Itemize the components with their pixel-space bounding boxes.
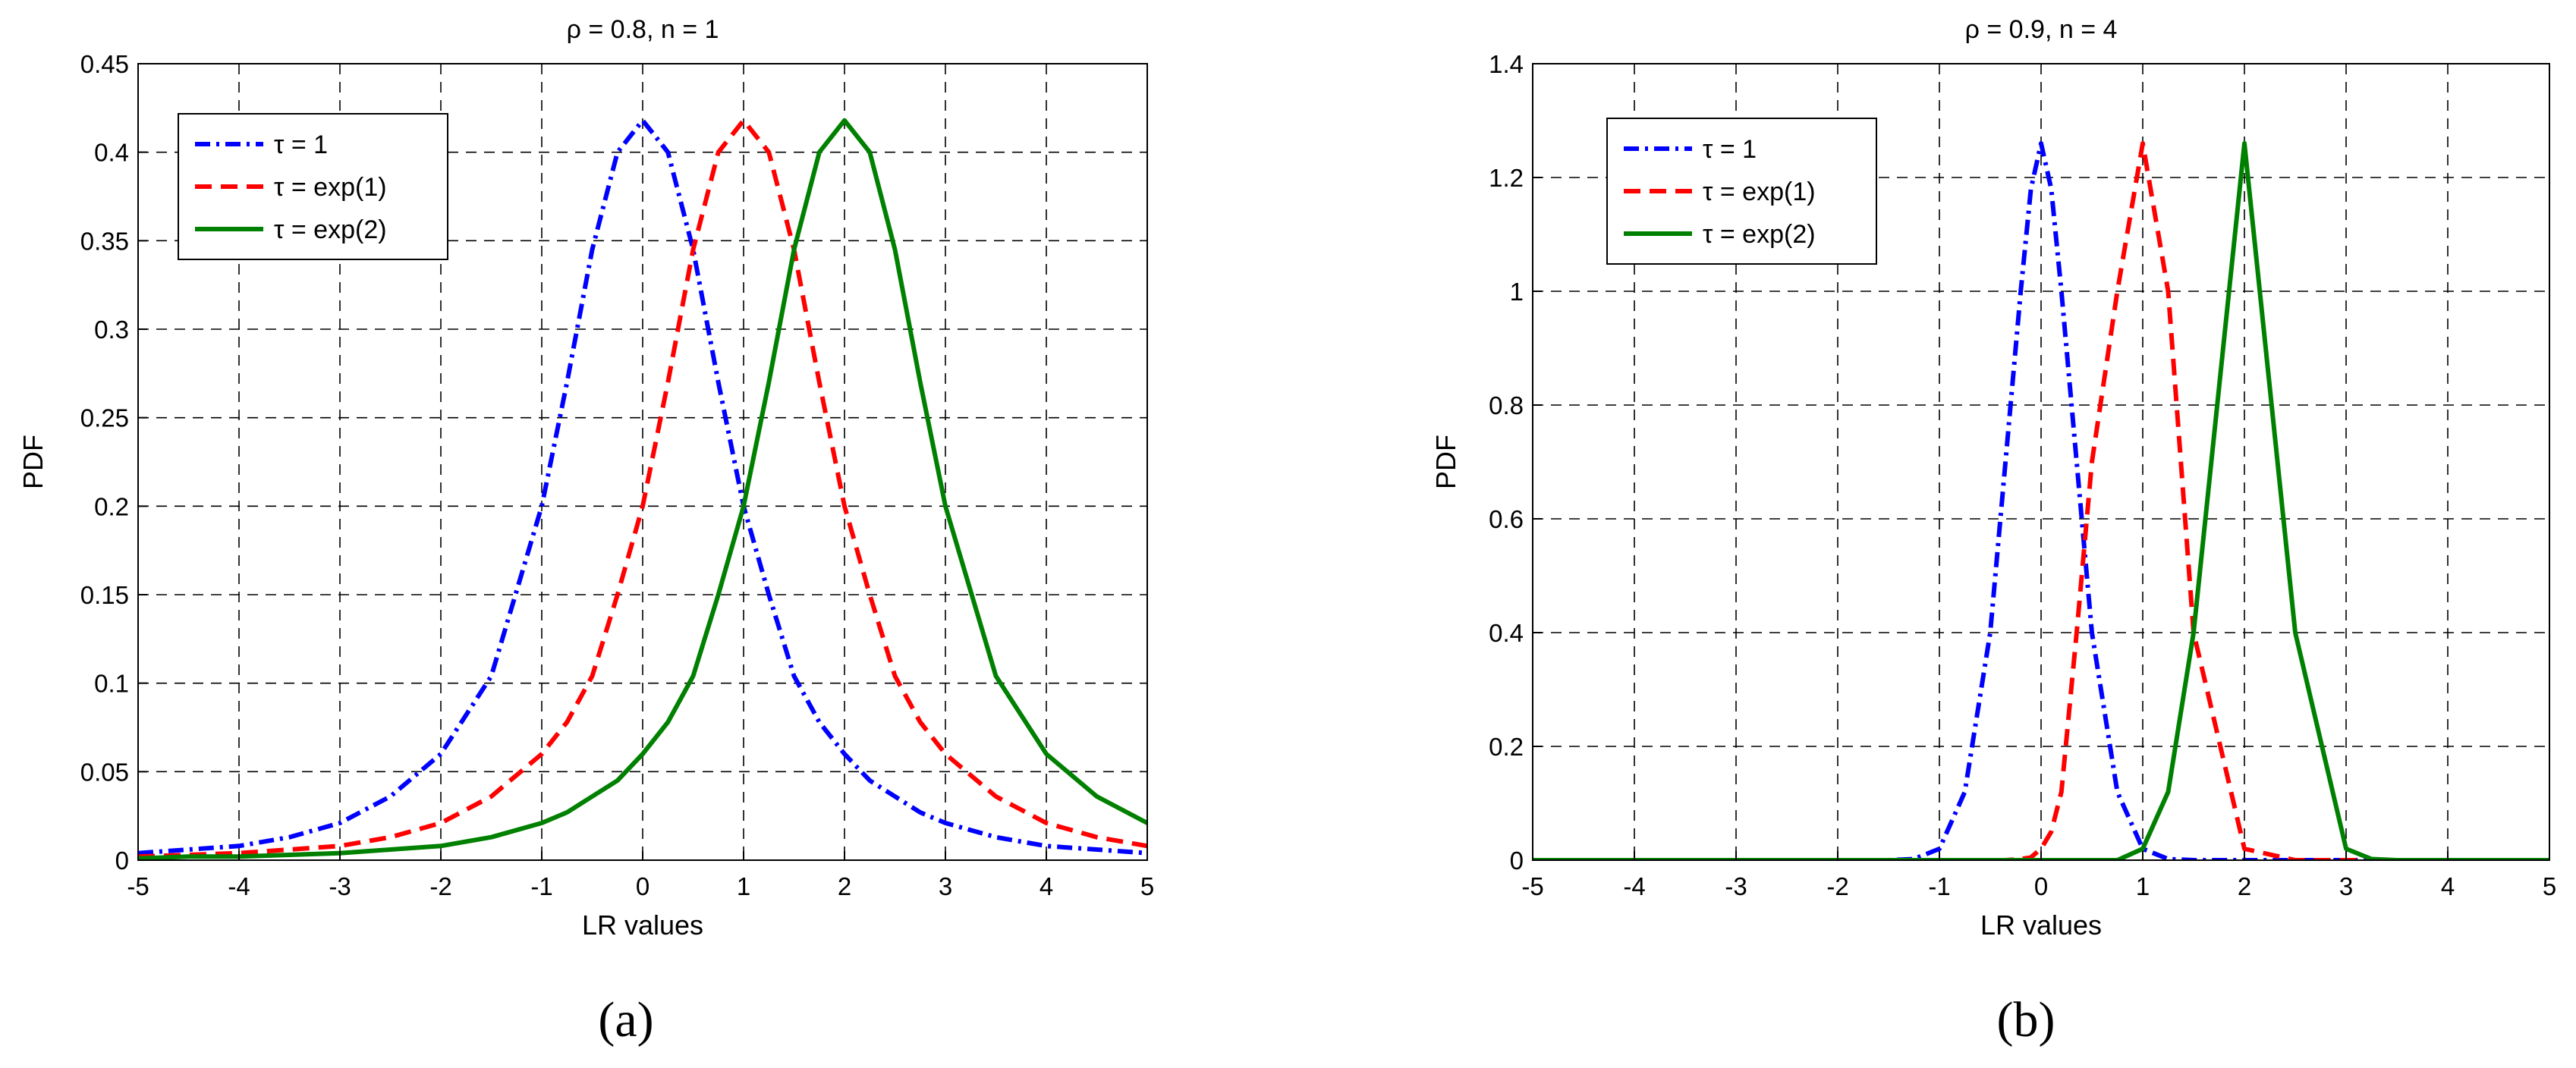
x-tick-label: -4	[228, 872, 250, 900]
panel-a-series	[138, 118, 1147, 860]
x-tick-label: -2	[429, 872, 451, 900]
y-tick-label: 0.4	[1489, 619, 1524, 647]
x-tick-label: -1	[1928, 872, 1950, 900]
y-tick-label: 1	[1510, 278, 1524, 306]
y-tick-label: 0.2	[94, 492, 129, 520]
legend-label-1: τ = 1	[1703, 135, 1757, 164]
x-tick-label: 2	[2238, 872, 2251, 900]
x-tick-label: 1	[737, 872, 750, 900]
chart-panel-b: ρ = 0.9, n = 4 -5 -4 -3 -2 -1 0 1 2 3 4 5 0 0.2 0.4 0.…	[1430, 15, 2556, 1048]
series-line-2	[138, 118, 1147, 859]
y-tick-label: 0.8	[1489, 391, 1524, 419]
y-tick-label: 1.2	[1489, 164, 1524, 192]
panel-a-x-axis-label: LR values	[582, 909, 703, 941]
x-tick-label: -1	[530, 872, 552, 900]
y-tick-label: 0.4	[94, 139, 129, 167]
x-tick-label: 0	[636, 872, 650, 900]
y-tick-label: 0	[115, 847, 129, 875]
y-tick-label: 0	[1510, 847, 1524, 875]
legend-label-3: τ = exp(2)	[1703, 220, 1816, 249]
x-tick-label: 4	[2441, 872, 2455, 900]
panel-b-y-axis-label: PDF	[1430, 435, 1461, 489]
x-tick-label: -5	[127, 872, 149, 900]
panel-a-label: (a)	[598, 992, 653, 1048]
x-tick-label: -3	[1725, 872, 1747, 900]
x-tick-label: 4	[1040, 872, 1053, 900]
x-tick-label: 0	[2034, 872, 2048, 900]
panel-a-y-axis-label: PDF	[17, 435, 49, 489]
y-tick-label: 0.45	[80, 50, 129, 78]
x-tick-label: 5	[1140, 872, 1154, 900]
y-tick-label: 0.05	[80, 758, 129, 786]
y-tick-label: 0.15	[80, 581, 129, 609]
x-tick-label: -3	[329, 872, 351, 900]
y-tick-label: 0.35	[80, 227, 129, 255]
x-tick-label: -5	[1521, 872, 1543, 900]
y-tick-label: 0.3	[94, 316, 129, 344]
y-tick-label: 0.6	[1489, 505, 1524, 533]
x-tick-label: 3	[2339, 872, 2353, 900]
panel-a-tick-labels: -5 -4 -3 -2 -1 0 1 2 3 4 5 0 0.05 0.1 0.15 0.2 0.25 0.3 0.…	[80, 50, 1154, 900]
x-tick-label: -4	[1623, 872, 1645, 900]
panel-a-title: ρ = 0.8, n = 1	[567, 15, 719, 44]
chart-panel-a: ρ = 0.8, n = 1 -5 -4 -3 -2 -1 0 1 2 3 4 5 0 0.05 0.1 0…	[17, 15, 1154, 1048]
panel-b-x-axis-label: LR values	[1980, 909, 2102, 941]
x-tick-label: 2	[838, 872, 851, 900]
x-tick-label: -2	[1826, 872, 1848, 900]
legend-label-2: τ = exp(1)	[1703, 177, 1816, 206]
panel-b-legend: τ = 1 τ = exp(1) τ = exp(2)	[1606, 118, 1877, 265]
legend-label-3: τ = exp(2)	[274, 215, 387, 244]
panel-b-tick-labels: -5 -4 -3 -2 -1 0 1 2 3 4 5 0 0.2 0.4 0.6 0.8 1 1.2 1.4	[1489, 50, 2556, 900]
legend-label-1: τ = 1	[274, 130, 328, 159]
panel-b-label: (b)	[1997, 992, 2055, 1048]
series-line-3	[138, 118, 1147, 860]
x-tick-label: 1	[2136, 872, 2150, 900]
legend-label-2: τ = exp(1)	[274, 173, 387, 202]
y-tick-label: 1.4	[1489, 50, 1524, 78]
x-tick-label: 3	[939, 872, 952, 900]
y-tick-label: 0.2	[1489, 733, 1524, 761]
x-tick-label: 5	[2543, 872, 2556, 900]
panel-b-title: ρ = 0.9, n = 4	[1965, 15, 2118, 44]
y-tick-label: 0.25	[80, 404, 129, 432]
panel-a-legend: τ = 1 τ = exp(1) τ = exp(2)	[178, 113, 448, 260]
y-tick-label: 0.1	[94, 670, 129, 698]
